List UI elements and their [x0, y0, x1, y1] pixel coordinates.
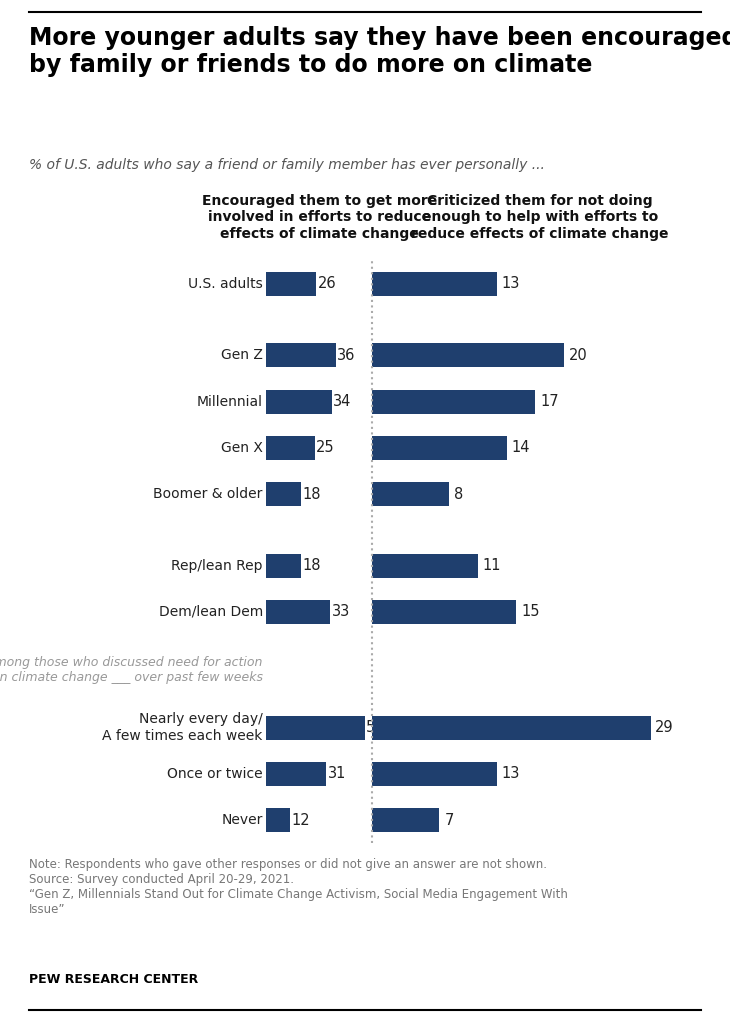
Text: Never: Never [221, 814, 263, 827]
Bar [266, 482, 301, 506]
Text: Gen Z: Gen Z [221, 349, 263, 363]
Text: 31: 31 [328, 766, 346, 781]
Bar [266, 435, 315, 460]
Bar [372, 715, 650, 740]
Text: 17: 17 [540, 394, 559, 409]
Bar [266, 554, 301, 577]
Bar [266, 389, 332, 414]
Text: 29: 29 [656, 721, 674, 735]
Bar [372, 554, 478, 577]
Text: More younger adults say they have been encouraged
by family or friends to do mor: More younger adults say they have been e… [29, 26, 730, 78]
Text: 36: 36 [337, 347, 356, 363]
Bar [266, 600, 330, 624]
Text: 13: 13 [502, 276, 520, 291]
Text: U.S. adults: U.S. adults [188, 277, 263, 290]
Text: 20: 20 [569, 347, 588, 363]
Bar [372, 600, 516, 624]
Bar [266, 715, 364, 740]
Bar [266, 272, 317, 295]
Text: PEW RESEARCH CENTER: PEW RESEARCH CENTER [29, 973, 199, 986]
Text: Once or twice: Once or twice [167, 766, 263, 781]
Text: 18: 18 [303, 558, 321, 573]
Text: Note: Respondents who gave other responses or did not give an answer are not sho: Note: Respondents who gave other respons… [29, 858, 568, 917]
Text: 34: 34 [334, 394, 352, 409]
Bar [372, 808, 439, 832]
Text: 51: 51 [366, 721, 385, 735]
Text: Millennial: Millennial [197, 394, 263, 409]
Bar [266, 808, 290, 832]
Text: Boomer & older: Boomer & older [153, 487, 263, 501]
Text: Encouraged them to get more
involved in efforts to reduce
effects of climate cha: Encouraged them to get more involved in … [201, 194, 437, 240]
Bar [372, 482, 449, 506]
Bar [372, 343, 564, 367]
Text: Dem/lean Dem: Dem/lean Dem [158, 605, 263, 619]
Text: 26: 26 [318, 276, 337, 291]
Text: 15: 15 [521, 604, 539, 619]
Text: 25: 25 [316, 440, 335, 456]
Text: 13: 13 [502, 766, 520, 781]
Bar [372, 435, 507, 460]
Text: 8: 8 [454, 486, 463, 502]
Bar [266, 343, 336, 367]
Text: 7: 7 [445, 812, 453, 828]
Bar [266, 761, 326, 786]
Text: % of U.S. adults who say a friend or family member has ever personally ...: % of U.S. adults who say a friend or fam… [29, 158, 545, 173]
Bar [372, 389, 535, 414]
Bar [372, 272, 497, 295]
Text: 14: 14 [512, 440, 530, 456]
Text: Nearly every day/
A few times each week: Nearly every day/ A few times each week [102, 712, 263, 743]
Text: Rep/lean Rep: Rep/lean Rep [172, 559, 263, 572]
Text: Criticized them for not doing
enough to help with efforts to
reduce effects of c: Criticized them for not doing enough to … [412, 194, 669, 240]
Text: 33: 33 [331, 604, 350, 619]
Text: Among those who discussed need for action
on climate change ___ over past few we: Among those who discussed need for actio… [0, 656, 263, 684]
Text: Gen X: Gen X [221, 440, 263, 455]
Text: 11: 11 [483, 558, 501, 573]
Text: 12: 12 [291, 812, 310, 828]
Bar [372, 761, 497, 786]
Text: 18: 18 [303, 486, 321, 502]
